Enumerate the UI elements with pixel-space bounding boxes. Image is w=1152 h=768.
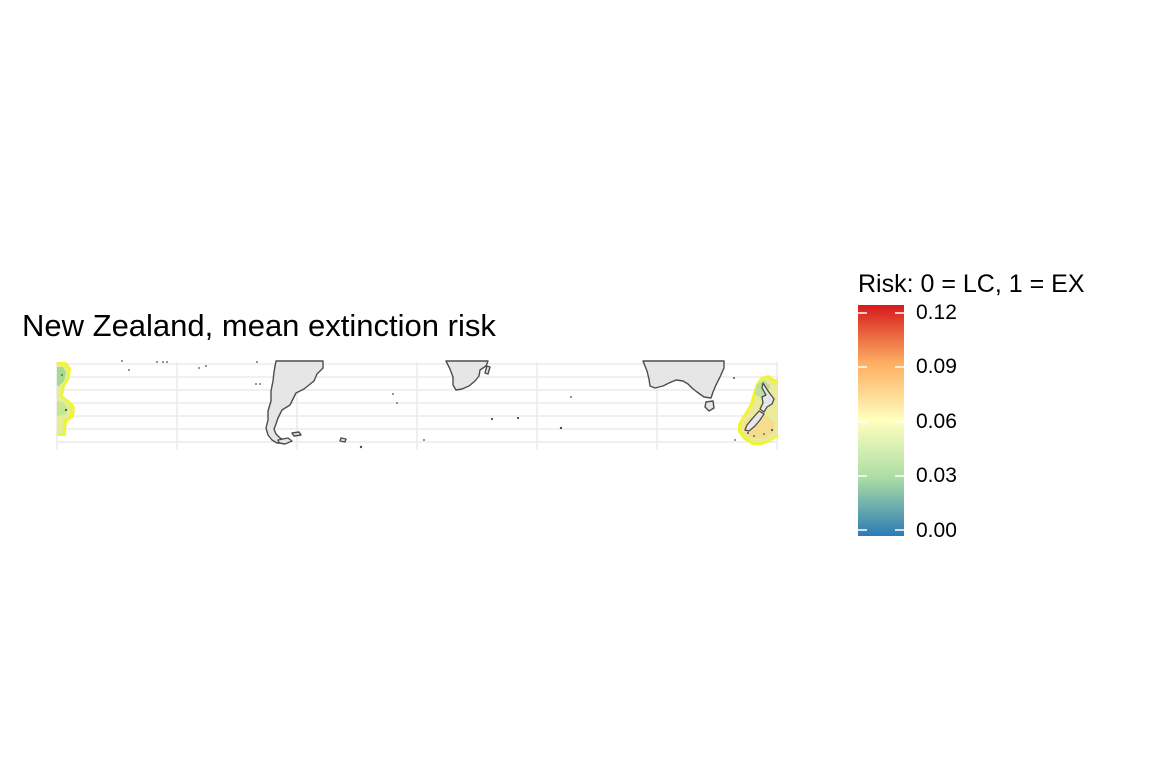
island-dot xyxy=(490,417,494,421)
new-zealand-south-island xyxy=(744,410,765,432)
island-dot xyxy=(423,439,425,441)
risk-overlay-west xyxy=(57,362,75,436)
island-dot xyxy=(753,435,755,437)
land xyxy=(265,360,725,445)
colorbar-fill xyxy=(858,305,904,536)
tierra-del-fuego xyxy=(277,437,293,445)
island-dot xyxy=(763,433,765,435)
map-title: New Zealand, mean extinction risk xyxy=(22,308,496,343)
south-georgia xyxy=(339,437,347,443)
legend-tick-label: 0.12 xyxy=(916,301,957,324)
island-dot xyxy=(166,361,168,363)
island-dot xyxy=(770,428,774,432)
small-islands xyxy=(121,360,736,449)
island-dot xyxy=(259,383,261,385)
legend-colorbar xyxy=(858,305,904,536)
legend-tick-label: 0.00 xyxy=(916,519,957,542)
legend-title: Risk: 0 = LC, 1 = EX xyxy=(858,270,1085,298)
island-dot xyxy=(747,432,749,434)
island-dot xyxy=(61,374,63,376)
australia xyxy=(642,360,725,399)
island-dot xyxy=(516,416,520,420)
madagascar xyxy=(484,365,491,375)
legend-tick-label: 0.06 xyxy=(916,410,957,433)
legend-tick-label: 0.09 xyxy=(916,355,957,378)
tasmania xyxy=(704,400,715,412)
legend-tick-label: 0.03 xyxy=(916,464,957,487)
graticule xyxy=(56,362,778,450)
risk-overlay-new-zealand xyxy=(738,375,778,445)
new-zealand-north-island xyxy=(759,382,775,413)
island-dot xyxy=(162,361,164,363)
island-dot xyxy=(359,445,363,449)
island-dot xyxy=(733,377,735,379)
island-dot xyxy=(121,360,123,362)
island-dot xyxy=(255,383,257,385)
colorbar-ticks xyxy=(858,312,904,531)
island-dot xyxy=(256,361,258,363)
island-dot xyxy=(570,396,572,398)
island-dot xyxy=(128,369,130,371)
island-dot xyxy=(396,402,398,404)
southern-africa xyxy=(445,360,489,391)
island-dot xyxy=(734,439,736,441)
island-dot xyxy=(559,426,563,430)
island-dot xyxy=(156,361,158,363)
island-dot xyxy=(392,393,394,395)
risk-fill-west-mid xyxy=(57,401,68,416)
island-dot xyxy=(198,367,200,369)
risk-fill-west-low xyxy=(57,367,66,386)
island-dot xyxy=(64,408,68,412)
falkland-islands xyxy=(291,431,302,437)
island-dot xyxy=(205,365,207,367)
south-america xyxy=(265,360,324,444)
